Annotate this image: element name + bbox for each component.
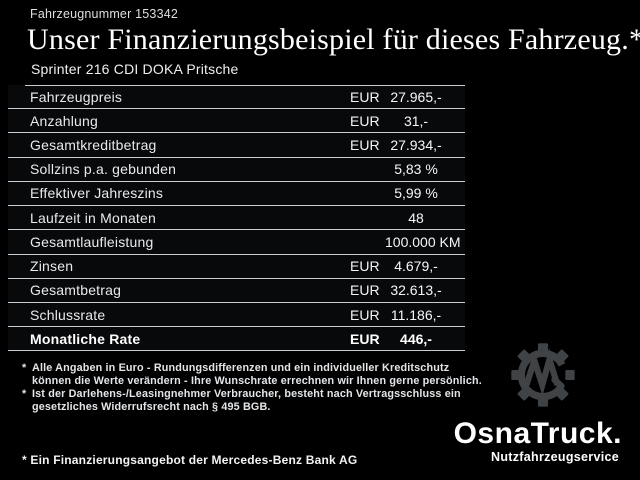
dealer-logo-subtitle: Nutzfahrzeugservice	[491, 450, 619, 464]
table-row-laufzeit: Laufzeit in Monaten 48	[8, 206, 465, 231]
footnote-text: Alle Angaben in Euro - Rundungsdifferenz…	[32, 362, 482, 388]
table-row-fahrzeugpreis: Fahrzeugpreis EUR 27.965,-	[8, 85, 465, 110]
row-label: Gesamtlaufleistung	[30, 233, 154, 250]
dealer-logo-name: OsnaTruck.	[453, 417, 622, 450]
row-value: 27.934,-	[390, 137, 442, 154]
gear-svg	[511, 343, 575, 407]
financing-table: Fahrzeugpreis EUR 27.965,- Anzahlung EUR…	[8, 85, 465, 352]
footnote-line: Ist der Darlehens-/Leasingnehmer Verbrau…	[32, 388, 461, 400]
gear-with-m-icon	[504, 339, 582, 411]
table-row-gesamtkreditbetrag: Gesamtkreditbetrag EUR 27.934,-	[8, 133, 465, 158]
footnote-withdrawal-right: * Ist der Darlehens-/Leasingnehmer Verbr…	[22, 388, 474, 414]
table-row-schlussrate: Schlussrate EUR 11.186,-	[8, 303, 465, 328]
table-row-sollzins: Sollzins p.a. gebunden 5,83 %	[8, 158, 465, 182]
row-label: Laufzeit in Monaten	[30, 209, 156, 226]
table-row-zinsen: Zinsen EUR 4.679,-	[8, 255, 465, 279]
row-label: Anzahlung	[30, 112, 98, 129]
table-row-anzahlung: Anzahlung EUR 31,-	[8, 109, 465, 134]
footnote-rounding-disclaimer: * Alle Angaben in Euro - Rundungsdiffere…	[22, 362, 482, 388]
footnote-marker: *	[22, 388, 27, 400]
footnote-marker: *	[22, 362, 27, 374]
row-label: Zinsen	[30, 258, 74, 275]
footnotes: * Alle Angaben in Euro - Rundungsdiffere…	[22, 362, 482, 414]
row-value: 31,-	[403, 112, 429, 129]
row-value: 5,83 %	[394, 161, 438, 178]
table-row-monatliche-rate: Monatliche Rate EUR 446,-	[8, 327, 465, 352]
table-row-effektiver-jahreszins: Effektiver Jahreszins 5,99 %	[8, 182, 465, 207]
row-label: Monatliche Rate	[30, 330, 141, 347]
row-label: Fahrzeugpreis	[30, 88, 123, 105]
row-value: 32.613,-	[390, 282, 442, 299]
row-value: 11.186,-	[390, 306, 442, 323]
row-currency: EUR	[350, 137, 380, 154]
row-label: Sollzins p.a. gebunden	[30, 161, 177, 178]
vehicle-model: Sprinter 216 CDI DOKA Pritsche	[31, 61, 239, 77]
footnote-line: können die Werte verändern - Ihre Wunsch…	[32, 375, 482, 387]
footnote-text: Ist der Darlehens-/Leasingnehmer Verbrau…	[32, 388, 474, 414]
bank-offer-note: * Ein Finanzierungsangebot der Mercedes-…	[22, 453, 358, 467]
row-label: Schlussrate	[30, 306, 106, 323]
page-title: Unser Finanzierungsbeispiel für dieses F…	[27, 23, 640, 56]
row-value: 27.965,-	[390, 88, 442, 105]
table-row-gesamtbetrag: Gesamtbetrag EUR 32.613,-	[8, 279, 465, 303]
footnote-line: gesetzliches Widerrufsrecht nach § 495 B…	[32, 401, 271, 413]
row-currency: EUR	[350, 330, 380, 347]
row-label: Effektiver Jahreszins	[30, 185, 164, 202]
row-label: Gesamtkreditbetrag	[30, 137, 157, 154]
row-value: 446,-	[400, 330, 432, 347]
footnote-line: Alle Angaben in Euro - Rundungsdifferenz…	[32, 362, 450, 374]
vehicle-number: Fahrzeugnummer 153342	[30, 7, 179, 21]
row-value: 100.000 KM	[385, 233, 461, 250]
row-currency: EUR	[350, 306, 380, 323]
row-label: Gesamtbetrag	[30, 282, 122, 299]
row-currency: EUR	[350, 258, 380, 275]
row-value: 5,99 %	[394, 185, 438, 202]
row-currency: EUR	[350, 282, 380, 299]
row-currency: EUR	[350, 88, 380, 105]
row-value: 4.679,-	[394, 258, 438, 275]
row-value: 48	[408, 209, 424, 226]
row-currency: EUR	[350, 112, 380, 129]
table-row-gesamtlaufleistung: Gesamtlaufleistung 100.000 KM	[8, 230, 465, 255]
